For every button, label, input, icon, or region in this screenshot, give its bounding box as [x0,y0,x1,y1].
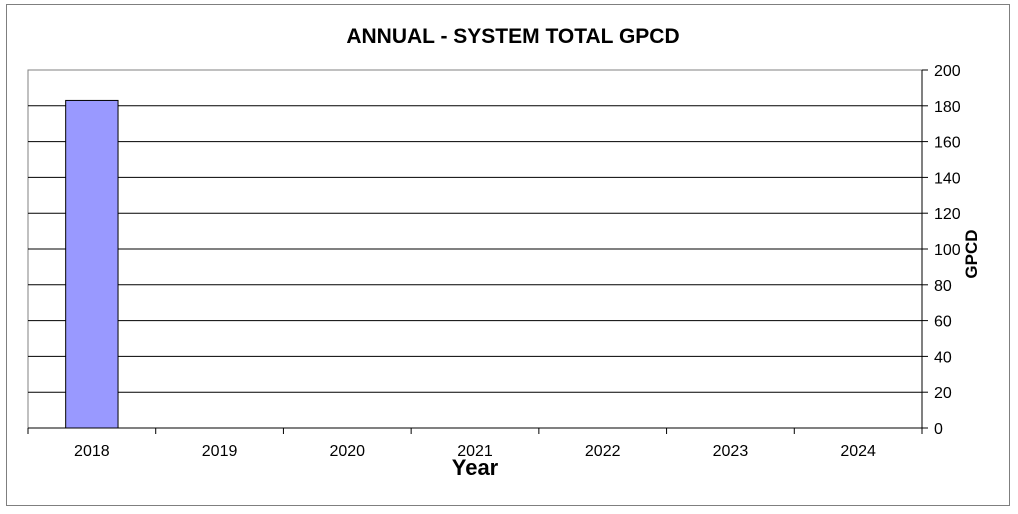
x-tick-label: 2022 [585,443,621,460]
y-tick-label: 100 [934,242,961,259]
y-tick-label: 160 [934,135,961,152]
x-tick-label: 2019 [202,443,238,460]
x-tick-label: 2018 [74,443,110,460]
chart-title: ANNUAL - SYSTEM TOTAL GPCD [346,25,679,48]
y-tick-label: 40 [934,349,952,366]
gridlines [28,105,922,393]
y-tick-label: 180 [934,99,961,116]
y-axis-title: GPCD [962,229,981,278]
y-tick-label: 20 [934,385,952,402]
bar-2018 [65,99,119,429]
y-tick-label: 200 [934,63,961,80]
x-tick-label: 2023 [713,443,749,460]
x-tick-label: 2024 [840,443,876,460]
y-tick-label: 60 [934,314,952,331]
x-axis: 2018 2019 2020 2021 2022 2023 2024 [27,427,923,460]
y-tick-label: 0 [934,421,943,438]
bars [65,99,119,429]
y-tick-label: 140 [934,170,961,187]
y-tick-label: 80 [934,278,952,295]
x-tick-label: 2020 [329,443,365,460]
y-axis: 0 20 40 60 80 100 120 140 160 180 200 [921,63,961,438]
y-tick-label: 120 [934,206,961,223]
x-axis-title: Year [452,455,499,480]
x-tick-label: 2021 [457,443,493,460]
